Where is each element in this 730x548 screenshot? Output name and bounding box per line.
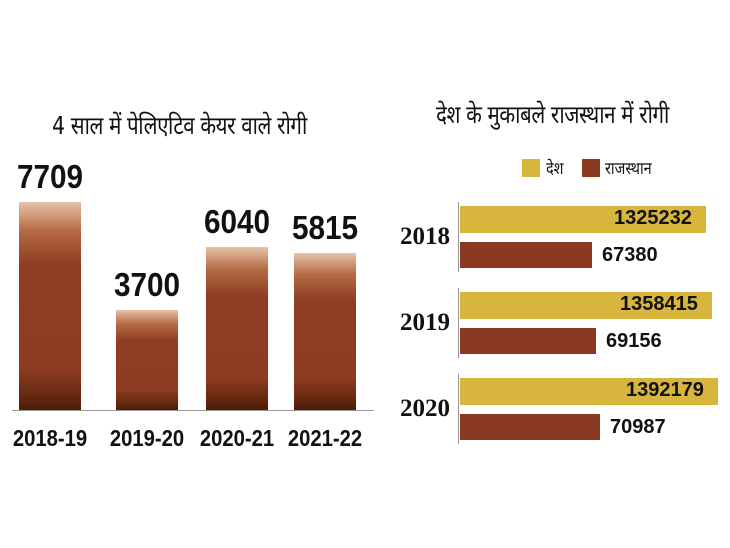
bar-desh-value-label: 1358415: [620, 293, 698, 315]
legend-swatch-desh: [522, 159, 540, 177]
bar-rajasthan-value-label: 70987: [610, 416, 666, 438]
legend-swatch-rajasthan: [582, 159, 600, 177]
bar-value-label: 5815: [291, 209, 359, 246]
legend-label-desh: देश: [546, 159, 564, 179]
category-label: 2021-22: [287, 425, 363, 451]
category-label: 2018-19: [12, 425, 88, 451]
bar-desh-value-label: 1392179: [626, 379, 704, 401]
legend-label-rajasthan: राजस्थान: [605, 159, 652, 179]
bar-rajasthan-value-label: 69156: [606, 330, 662, 352]
bar-desh-2018: [460, 206, 706, 233]
bar-2020-21: [206, 247, 268, 410]
category-label: 2020-21: [199, 425, 275, 451]
group-axis-line: [458, 374, 459, 444]
group-axis-line: [458, 288, 459, 358]
year-label: 2020: [400, 395, 450, 422]
bar-rajasthan-2020: [460, 414, 600, 440]
left-chart-title: 4 साल में पेलिएटिव केयर वाले रोगी: [52, 111, 307, 140]
bar-2018-19: [19, 202, 81, 410]
bar-rajasthan-value-label: 67380: [602, 244, 658, 266]
bar-2019-20: [116, 310, 178, 410]
bar-desh-value-label: 1325232: [614, 207, 692, 229]
category-label: 2019-20: [109, 425, 185, 451]
year-label: 2018: [400, 223, 450, 250]
bar-2021-22: [294, 253, 356, 410]
bar-value-label: 6040: [203, 203, 271, 240]
bar-value-label: 3700: [113, 266, 181, 303]
bar-rajasthan-2018: [460, 242, 592, 268]
group-axis-line: [458, 202, 459, 272]
right-chart-title: देश के मुकाबले राजस्थान में रोगी: [436, 100, 669, 129]
bar-rajasthan-2019: [460, 328, 596, 354]
left-chart-baseline: [12, 410, 374, 411]
bar-value-label: 7709: [16, 158, 84, 195]
year-label: 2019: [400, 309, 450, 336]
bar-desh-2020: [460, 378, 718, 405]
bar-desh-2019: [460, 292, 712, 319]
